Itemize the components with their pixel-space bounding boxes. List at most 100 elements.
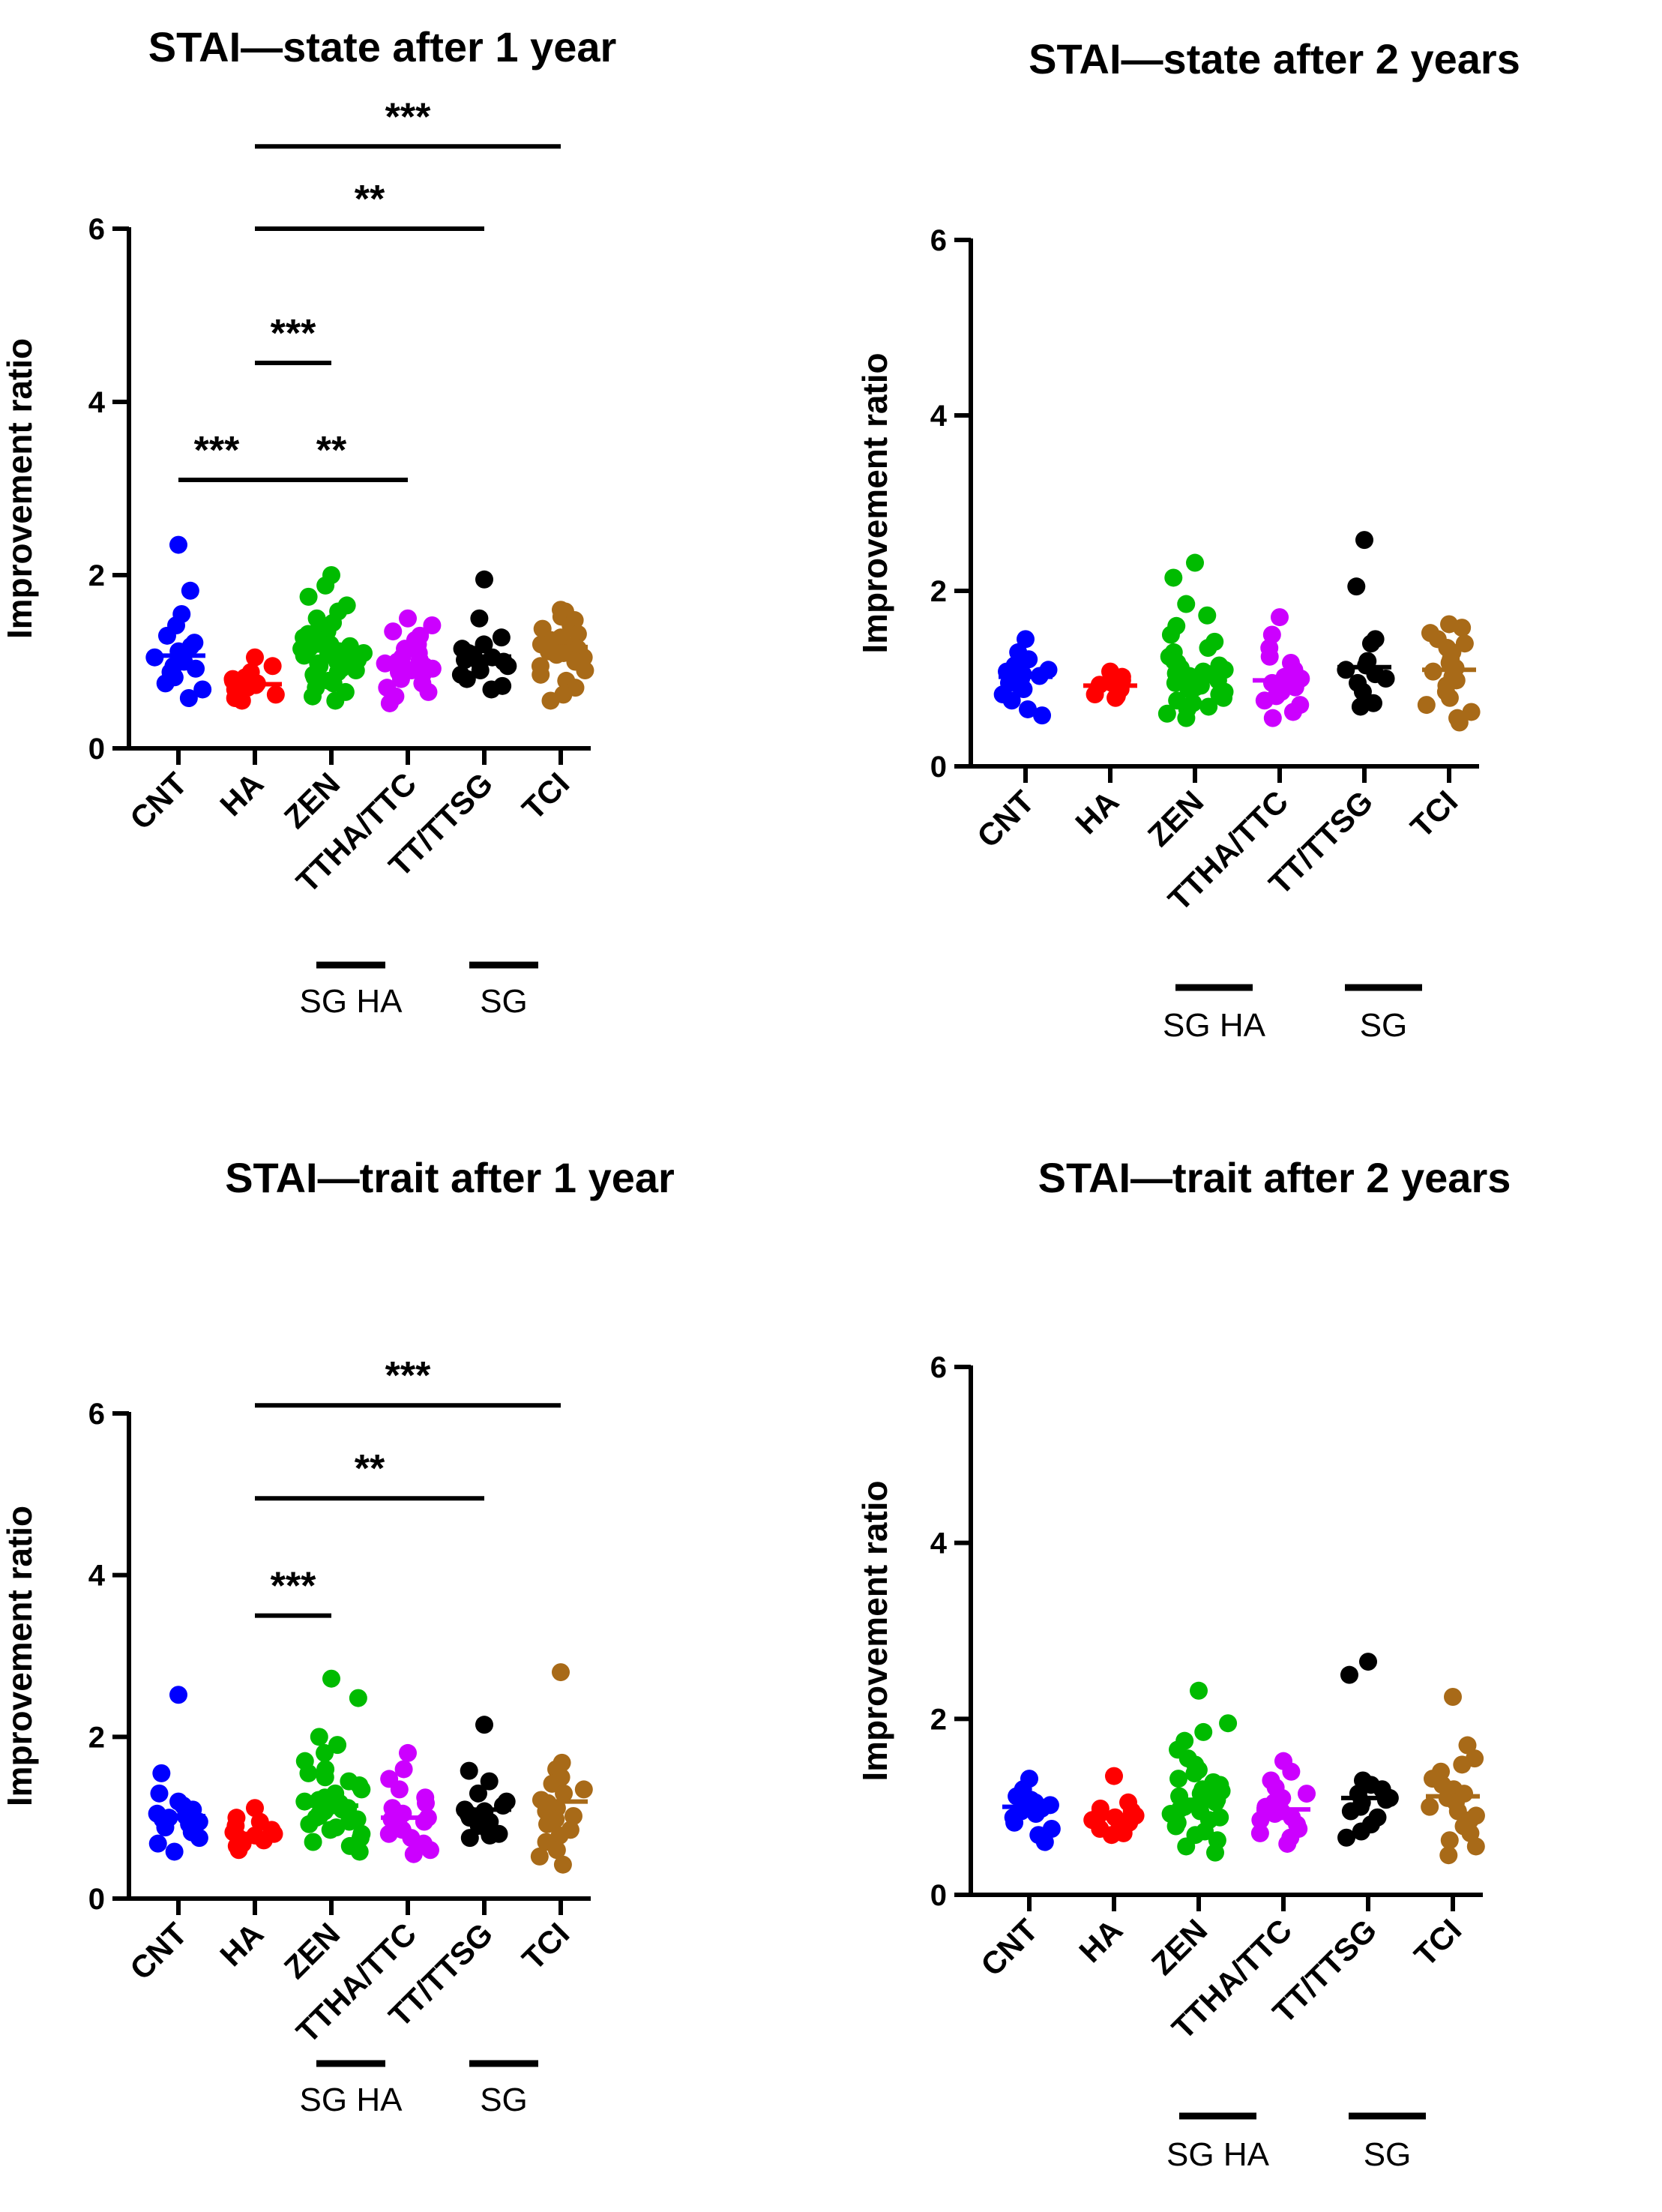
data-point: [1278, 1834, 1297, 1853]
data-point: [1164, 568, 1183, 587]
data-point: [156, 674, 175, 693]
data-point: [321, 1821, 340, 1839]
data-point: [352, 1780, 371, 1799]
x-tick-label-cnt: CNT: [970, 784, 1041, 855]
data-point: [1260, 647, 1279, 666]
x-tick-label-ha: HA: [1072, 1912, 1129, 1969]
data-point: [1035, 1833, 1054, 1851]
y-axis-label: Improvement ratio: [855, 352, 894, 653]
data-point: [156, 1818, 175, 1837]
data-point: [1198, 606, 1217, 625]
data-point: [1462, 703, 1481, 721]
data-point: [300, 1815, 319, 1833]
x-tick-label-tci: TCI: [1403, 784, 1464, 844]
group-label: SG HA: [1163, 1007, 1266, 1044]
data-point: [379, 1824, 398, 1843]
data-point: [482, 680, 501, 699]
x-tick-label-tci: TCI: [1407, 1912, 1468, 1973]
data-point: [1250, 1824, 1269, 1842]
data-point: [1440, 1831, 1459, 1850]
data-point: [1351, 697, 1370, 716]
group-label: SG HA: [1166, 2136, 1270, 2173]
data-point: [322, 1669, 340, 1688]
data-point: [1450, 713, 1469, 732]
data-point: [169, 1686, 187, 1704]
significance-label: ***: [385, 95, 431, 139]
x-tick-label-cnt: CNT: [974, 1912, 1045, 1983]
y-tick-label: 4: [88, 1560, 106, 1593]
data-point: [304, 1833, 322, 1851]
data-point: [1105, 1767, 1123, 1785]
y-tick-label: 6: [930, 224, 947, 257]
data-point: [1179, 680, 1198, 699]
data-point: [310, 1728, 328, 1746]
data-point: [1185, 1764, 1204, 1783]
data-point: [1359, 1653, 1377, 1671]
data-point: [1355, 531, 1373, 550]
data-point: [1286, 678, 1304, 697]
y-tick-label: 4: [88, 386, 106, 419]
data-point: [299, 1764, 318, 1782]
data-point: [475, 570, 493, 589]
data-point: [263, 657, 282, 676]
data-point: [415, 1812, 433, 1831]
y-tick-label: 2: [88, 559, 105, 592]
data-point: [1002, 691, 1021, 710]
y-axis-label: Improvement ratio: [0, 338, 39, 639]
data-point: [346, 661, 365, 680]
data-point: [1199, 697, 1218, 716]
y-axis-label: Improvement ratio: [855, 1480, 894, 1781]
significance-label: **: [316, 429, 347, 472]
data-point: [179, 689, 198, 708]
y-tick-label: 0: [930, 1879, 947, 1912]
significance-label: ***: [271, 312, 316, 355]
data-point: [1219, 1714, 1238, 1733]
data-point: [1169, 1770, 1188, 1788]
data-point: [493, 1796, 512, 1815]
significance-label: ***: [271, 1565, 316, 1608]
data-point: [232, 691, 251, 710]
y-tick-label: 6: [88, 213, 105, 246]
chart-panel-3: STAI—trait after 1 year Improvement ratio…: [0, 1154, 675, 2118]
data-point: [1026, 1805, 1045, 1824]
chart-title: STAI—state after 1 year: [148, 23, 617, 70]
data-point: [576, 661, 594, 680]
data-point: [295, 1792, 314, 1811]
group-label: SG: [480, 983, 528, 1020]
data-point: [538, 1815, 557, 1833]
data-point: [1352, 1822, 1370, 1841]
x-tick-label-ha: HA: [1068, 784, 1125, 841]
data-point: [150, 1784, 169, 1803]
data-point: [1107, 688, 1125, 707]
x-tick-label-cnt: CNT: [123, 766, 194, 837]
y-tick-label: 4: [930, 400, 948, 433]
group-label: SG: [1360, 1007, 1408, 1044]
data-point: [1341, 1802, 1360, 1821]
chart-title: STAI—trait after 1 year: [225, 1154, 675, 1201]
data-point: [1263, 709, 1282, 727]
x-tick-label-zen: ZEN: [1145, 1912, 1214, 1982]
data-point: [555, 1784, 573, 1803]
data-point: [1033, 706, 1052, 725]
x-tick-label-zen: ZEN: [1141, 784, 1211, 853]
data-point: [399, 609, 417, 628]
data-point: [148, 1834, 167, 1853]
data-point: [564, 1807, 582, 1826]
data-point: [1166, 1817, 1185, 1836]
y-tick-label: 2: [88, 1721, 105, 1754]
x-tick-label-cnt: CNT: [123, 1916, 194, 1987]
y-tick-label: 2: [930, 575, 947, 608]
data-point: [574, 1780, 593, 1799]
data-point: [1161, 625, 1180, 644]
data-point: [1017, 630, 1035, 649]
data-point: [530, 1847, 549, 1866]
data-point: [316, 1743, 334, 1762]
data-point: [1005, 1813, 1024, 1832]
data-point: [350, 1842, 369, 1861]
chart-panel-2: STAI—state after 2 years Improvement rati…: [855, 35, 1520, 1044]
x-tick-label-tci: TCI: [515, 766, 576, 826]
data-point: [1337, 1828, 1356, 1847]
data-point: [404, 1845, 423, 1863]
data-point: [1453, 1755, 1472, 1774]
